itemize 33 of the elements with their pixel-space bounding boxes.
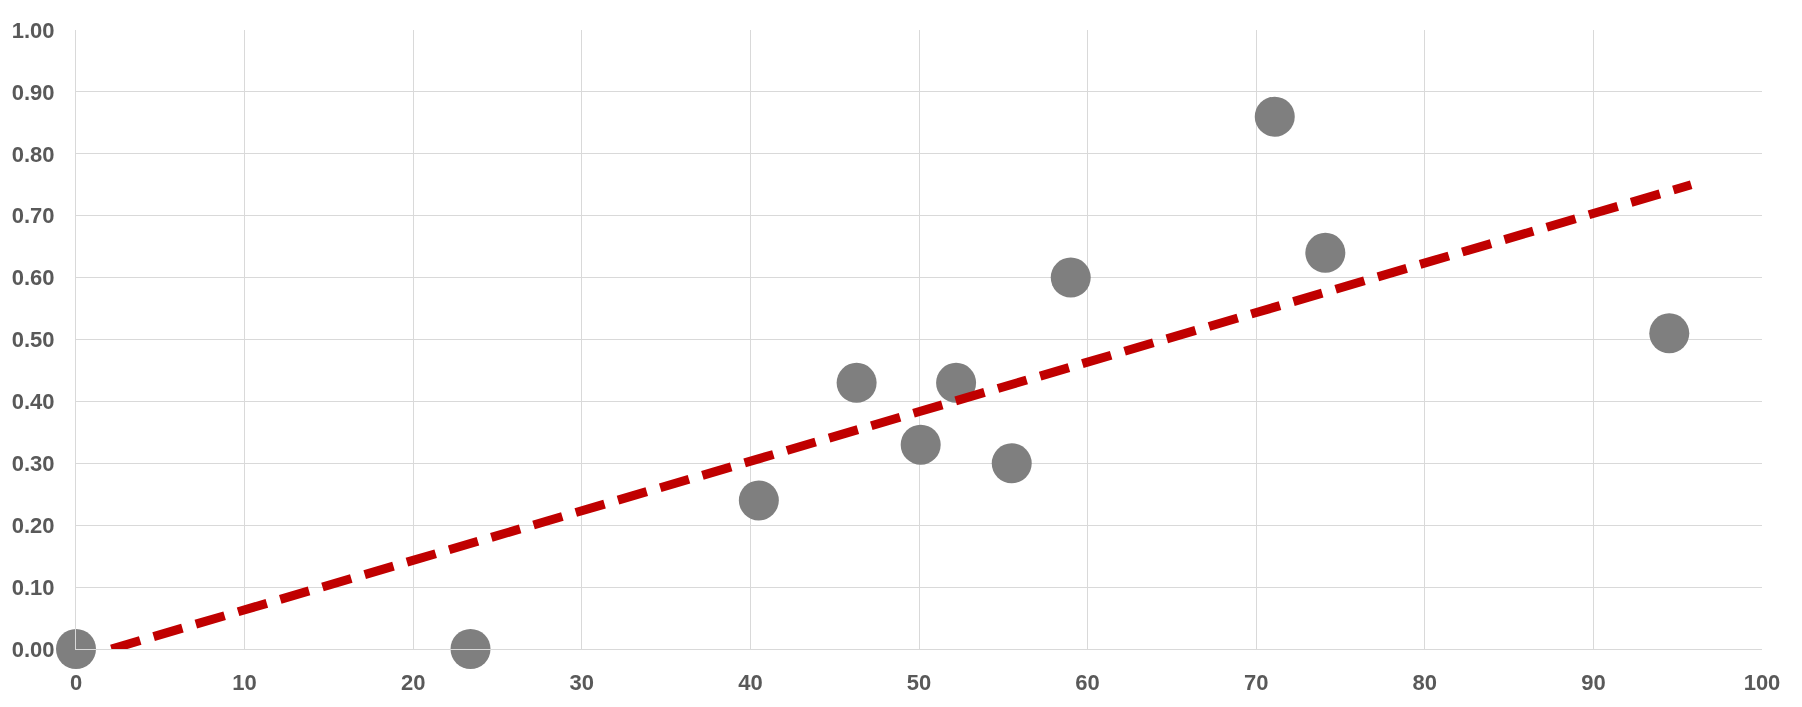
- x-tick-label: 10: [232, 670, 257, 696]
- x-tick-label: 20: [400, 670, 426, 696]
- y-tick-label: 0.20: [11, 512, 55, 538]
- x-tick-label: 40: [738, 670, 763, 696]
- y-tick-label: 1.00: [11, 17, 55, 43]
- y-tick-label: 0.90: [11, 79, 55, 105]
- point: [1649, 313, 1690, 354]
- point: [1254, 96, 1295, 137]
- x-tick-label: 50: [906, 670, 932, 696]
- y-tick-label: 0.10: [11, 574, 55, 600]
- y-tick-label: 0.30: [11, 451, 55, 476]
- point: [1305, 232, 1346, 273]
- point: [936, 362, 977, 403]
- y-tick-label: 0.80: [11, 141, 55, 167]
- y-tick-label: 0.50: [11, 327, 55, 353]
- x-tick-label: 30: [569, 670, 595, 696]
- point: [56, 629, 96, 669]
- x-tick-label: 60: [1075, 670, 1100, 696]
- y-tick-label: 0.40: [11, 389, 55, 415]
- point: [900, 424, 941, 465]
- x-tick-label: 100: [1743, 670, 1781, 696]
- x-tick-label: 80: [1412, 670, 1438, 696]
- y-tick-label: 0.00: [11, 636, 55, 662]
- x-tick-label: 90: [1581, 670, 1606, 696]
- x-tick-label: 0: [69, 670, 83, 696]
- x-tick-label: 70: [1243, 670, 1269, 696]
- point: [450, 629, 491, 669]
- point: [991, 443, 1032, 484]
- y-tick-label: 0.70: [11, 203, 55, 229]
- point: [836, 362, 877, 403]
- point: [1050, 257, 1091, 298]
- y-tick-label: 0.60: [11, 265, 55, 291]
- point: [738, 480, 779, 521]
